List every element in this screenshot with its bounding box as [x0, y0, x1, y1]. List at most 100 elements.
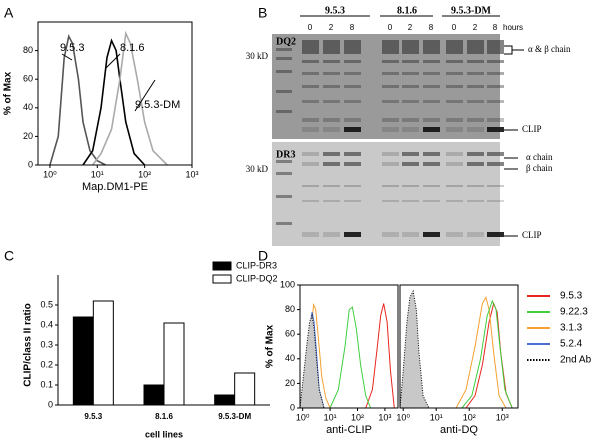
- bar: [214, 394, 236, 406]
- marker-band: [276, 195, 292, 198]
- gel-band: [487, 185, 504, 187]
- gel-band: [323, 185, 340, 187]
- gel-band: [382, 118, 399, 122]
- gel-band: [446, 152, 463, 156]
- gel-band: [302, 152, 319, 156]
- gel-band: [344, 162, 361, 166]
- x-tick-label: 10²: [138, 169, 151, 179]
- gel-band: [487, 152, 504, 156]
- gel-band: [344, 118, 361, 122]
- gel-band: [344, 185, 361, 187]
- gel-band: [487, 60, 504, 63]
- gel-band: [382, 200, 399, 202]
- gel-band: [323, 162, 340, 166]
- gel-band: [302, 72, 319, 75]
- y-tick-label: 80: [285, 304, 295, 314]
- gel-band: [382, 60, 399, 63]
- gel-band: [467, 162, 484, 166]
- x-tick-label: 10³: [185, 169, 198, 179]
- gel-band: [302, 232, 319, 237]
- gel-band: [423, 200, 440, 202]
- gel-band: [487, 200, 504, 202]
- gel-band: [446, 60, 463, 63]
- x-tick-label: 10¹: [430, 412, 443, 422]
- y-tick-label: 20: [285, 378, 295, 388]
- x-tick-label: 10³: [496, 412, 509, 422]
- gel-band: [302, 100, 319, 103]
- gel-band: [487, 85, 504, 88]
- gel-band: [344, 85, 361, 88]
- marker-band: [276, 110, 292, 113]
- annotation-arrow: [61, 53, 73, 61]
- y-axis-label: % of Max: [3, 71, 14, 115]
- panel-letter: C: [4, 248, 14, 264]
- series-line: [365, 303, 395, 409]
- legend-swatch: [212, 274, 232, 284]
- plot-frame: [399, 284, 519, 409]
- gel-band: [446, 232, 463, 237]
- gel-band: [446, 200, 463, 202]
- y-tick-label: 100: [280, 279, 295, 289]
- gel-band: [402, 127, 419, 132]
- gel-band: [402, 200, 419, 202]
- gel-band: [446, 162, 463, 166]
- band-arrow: [504, 45, 524, 55]
- x-tick-label: 10¹: [324, 412, 337, 422]
- x-tick-label: 10²: [463, 412, 476, 422]
- gel-band: [323, 200, 340, 202]
- legend-label: 3.1.3: [560, 323, 583, 334]
- gel-band: [323, 72, 340, 75]
- gel-name: DQ2: [276, 36, 296, 47]
- y-tick-label: 0.2: [40, 359, 53, 369]
- gel-band: [402, 72, 419, 75]
- gel-band: [344, 152, 361, 156]
- x-tick-label: 10¹: [91, 169, 104, 179]
- lane-label: 0: [452, 23, 457, 32]
- x-tick-label: 8.1.6: [155, 412, 173, 421]
- gel-band: [402, 40, 419, 54]
- gel-band: [402, 185, 419, 187]
- area: [400, 291, 429, 408]
- bar: [234, 372, 256, 406]
- y-tick-label: 40: [285, 353, 295, 363]
- band-label: CLIP: [522, 124, 542, 134]
- gel-band: [446, 100, 463, 103]
- x-axis-label: cell lines: [145, 429, 183, 439]
- gel-name: DR3: [276, 149, 295, 160]
- marker-band: [276, 90, 292, 93]
- gel-band: [323, 100, 340, 103]
- band-label: α chain: [526, 152, 553, 162]
- band-label: β chain: [526, 163, 553, 173]
- gel-band: [423, 185, 440, 187]
- gel-band: [302, 127, 319, 132]
- hours-label: hours: [503, 23, 523, 32]
- lane-label: 2: [329, 23, 334, 32]
- series-line: [461, 299, 513, 409]
- gel-band: [467, 100, 484, 103]
- gel-band: [446, 118, 463, 122]
- gel-band: [446, 185, 463, 187]
- plot-frame: [37, 21, 193, 166]
- y-tick-label: 40: [23, 102, 33, 112]
- gel-band: [323, 232, 340, 237]
- gel-band: [487, 100, 504, 103]
- x-tick-label: 10⁰: [396, 412, 410, 422]
- x-tick-label: 10³: [378, 412, 391, 422]
- band-label: α & β chain: [528, 44, 571, 54]
- lane-label: 8: [493, 23, 498, 32]
- gel-band: [402, 162, 419, 166]
- legend-label: 5.2.4: [560, 339, 583, 350]
- gel-band: [402, 60, 419, 63]
- gel-band: [302, 185, 319, 187]
- gel-band: [423, 72, 440, 75]
- lane-label: 2: [408, 23, 413, 32]
- x-tick-label: 10⁰: [43, 169, 57, 179]
- series-line: [399, 289, 430, 409]
- gel-band: [423, 60, 440, 63]
- bar: [72, 316, 94, 406]
- gel-band: [323, 152, 340, 156]
- band-label: CLIP: [522, 230, 542, 240]
- series-line: [92, 30, 168, 166]
- gel-band: [323, 60, 340, 63]
